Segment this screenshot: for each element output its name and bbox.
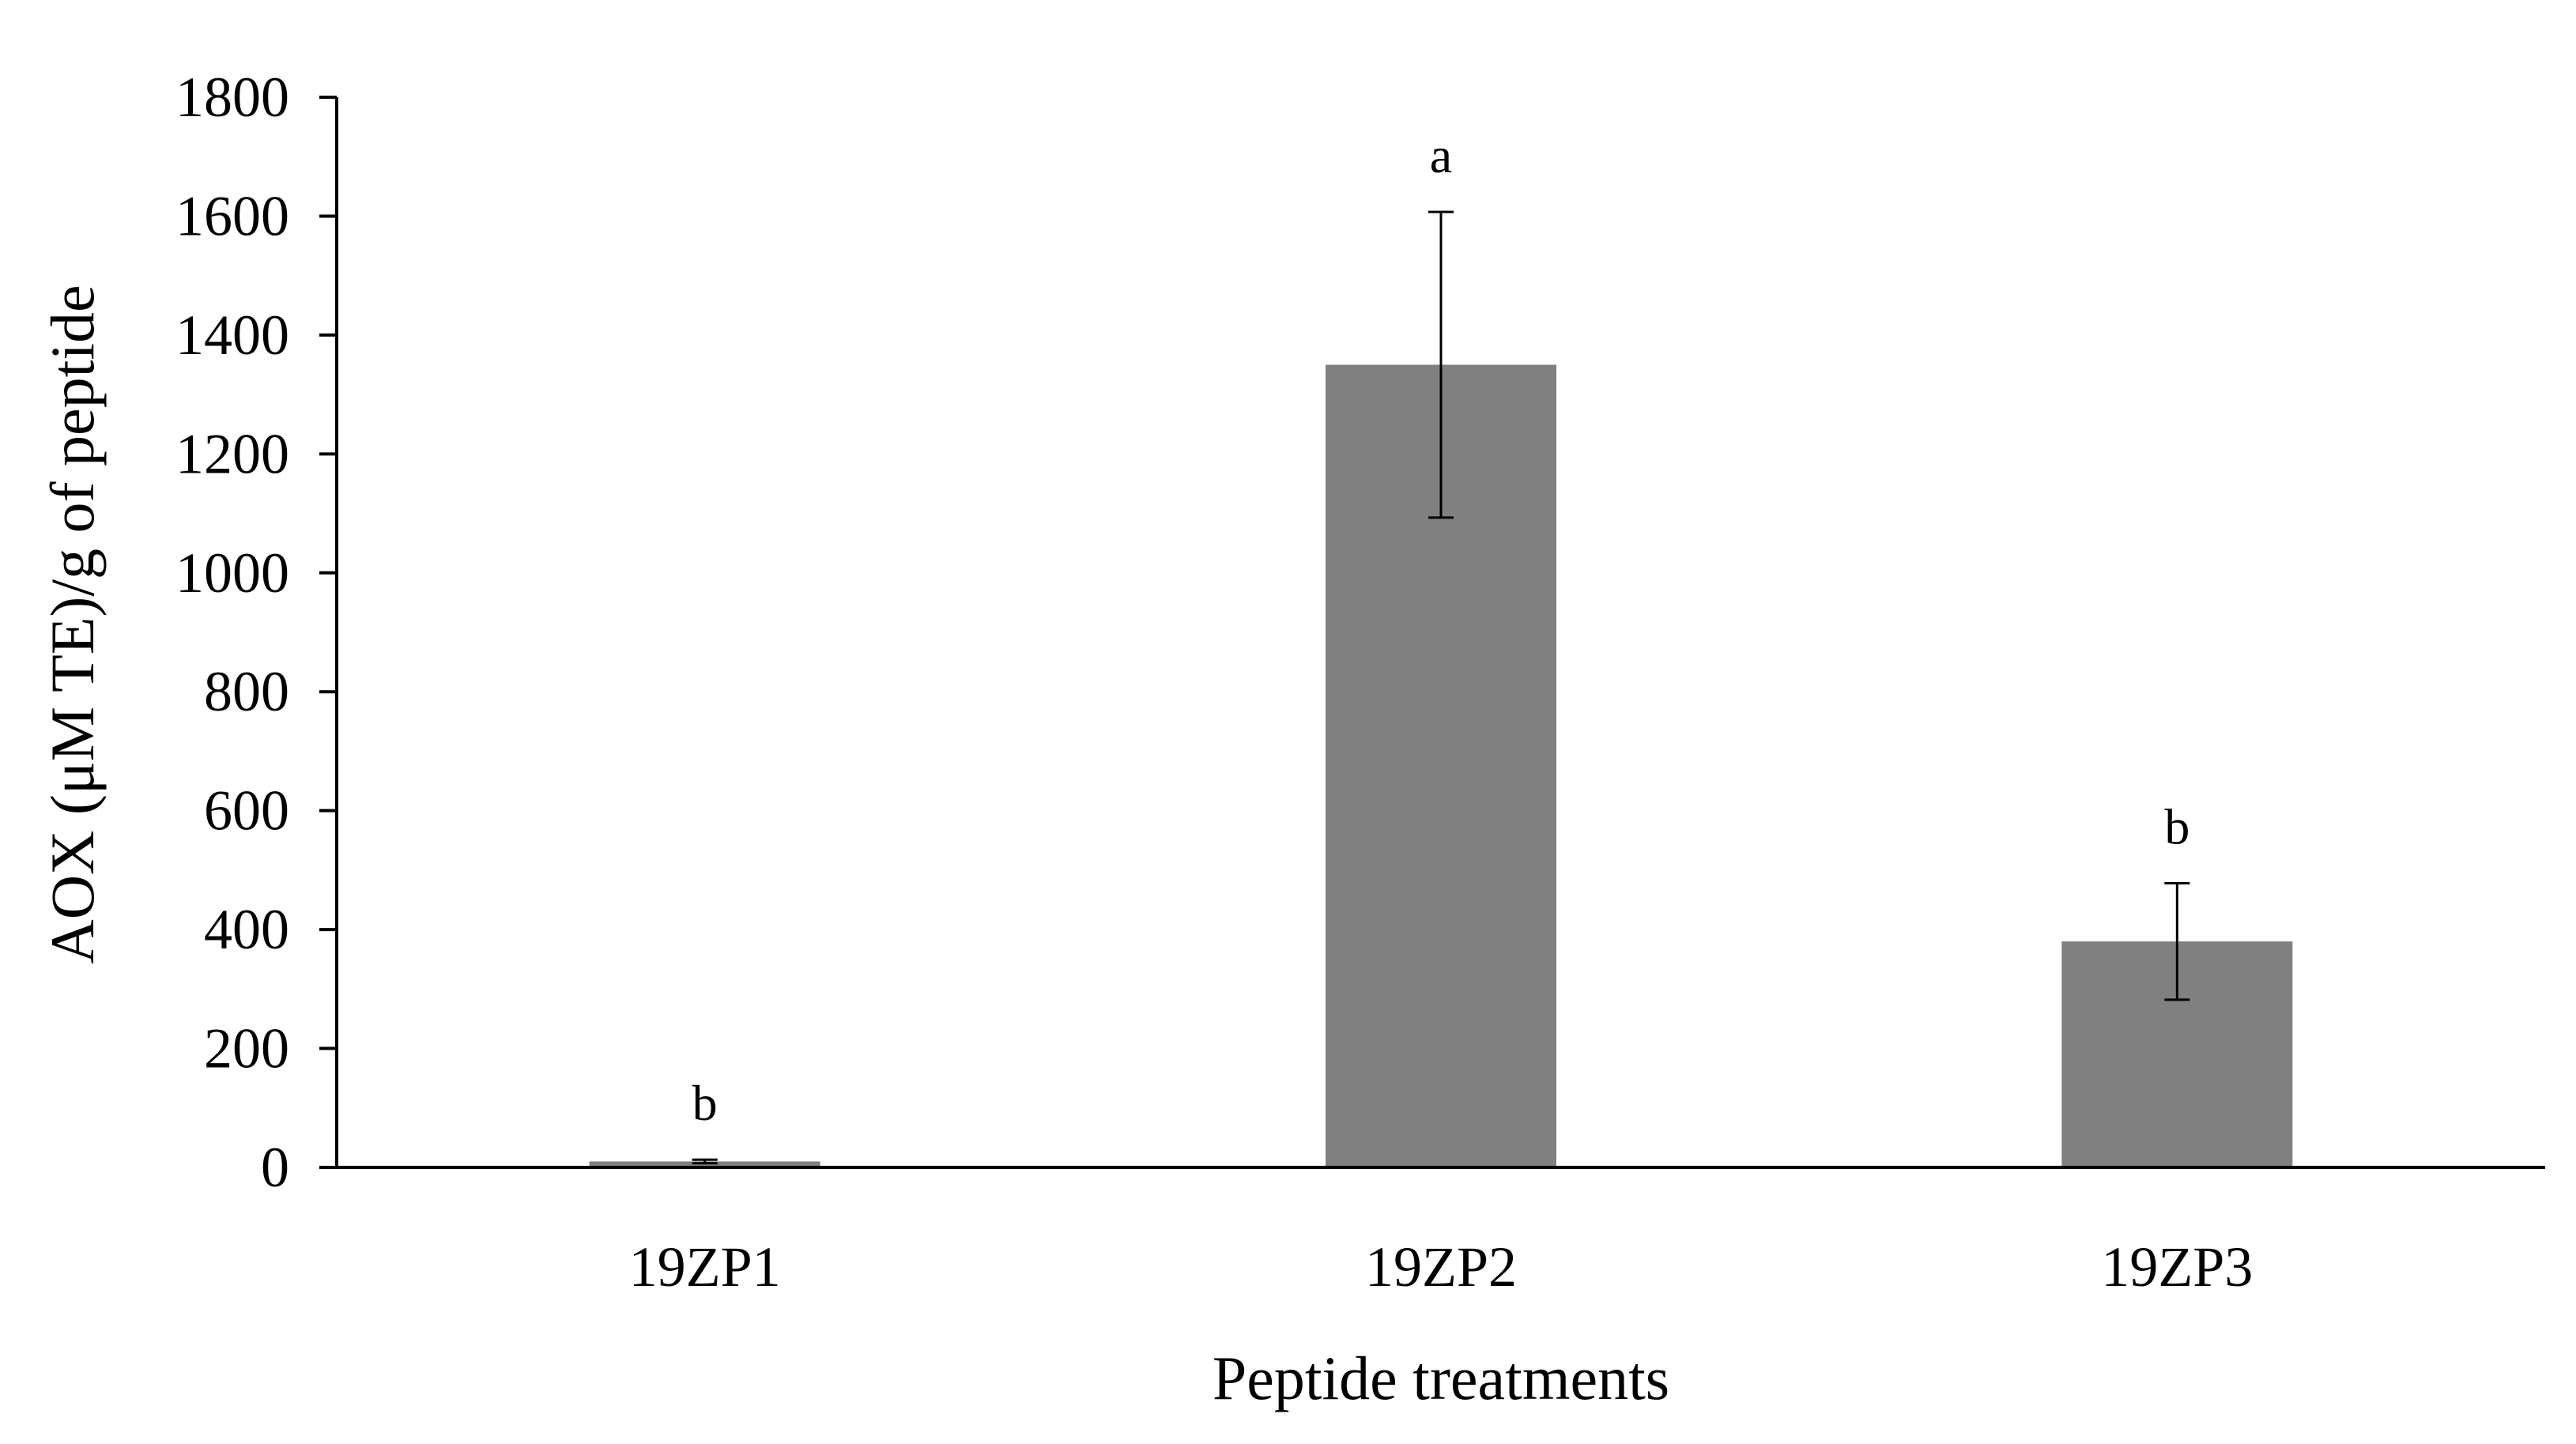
y-tick-label: 400 — [204, 898, 289, 961]
y-tick-label: 600 — [204, 779, 289, 843]
y-axis-ticks: 0 200 400 600 800 1000 1200 1400 1600 1800 — [175, 66, 337, 1199]
significance-letter: b — [2164, 798, 2189, 854]
x-tick-label: 19ZP2 — [1365, 1235, 1517, 1299]
significance-letter: b — [692, 1075, 718, 1131]
y-tick-label: 800 — [204, 660, 289, 723]
y-tick-label: 1800 — [175, 66, 289, 129]
x-tick-label: 19ZP1 — [629, 1235, 781, 1299]
y-tick-label: 1200 — [175, 422, 289, 485]
y-tick-label: 0 — [261, 1136, 289, 1199]
y-tick-label: 1000 — [175, 541, 289, 605]
y-tick-label: 200 — [204, 1017, 289, 1080]
x-tick-label: 19ZP3 — [2101, 1235, 2253, 1299]
y-tick-label: 1400 — [175, 304, 289, 367]
significance-labels: b a b — [692, 127, 2190, 1131]
y-axis-title: AOX (μM TE)/g of peptide — [38, 285, 107, 963]
error-bars — [692, 210, 2190, 1165]
x-axis-title: Peptide treatments — [1213, 1344, 1669, 1412]
x-axis-tick-labels: 19ZP1 19ZP2 19ZP3 — [629, 1235, 2254, 1299]
bar-19ZP1 — [589, 1161, 820, 1167]
y-tick-label: 1600 — [175, 184, 289, 247]
significance-letter: a — [1430, 127, 1452, 183]
